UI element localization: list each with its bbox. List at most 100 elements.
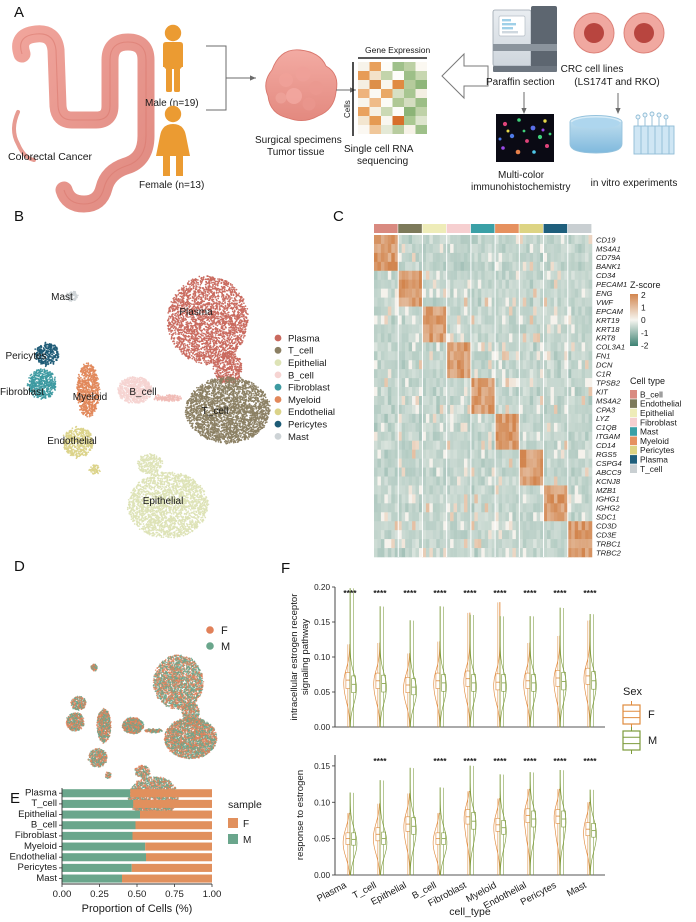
violin-t_cell-M	[379, 606, 387, 728]
legend-label-fibroblast: Fibroblast	[288, 383, 330, 394]
celltype-legend-swatch-mast	[630, 427, 637, 436]
bar-x-axis-label: Proportion of Cells (%)	[82, 903, 193, 915]
panel-a-label: A	[14, 4, 24, 21]
sex-violin-legend-key-F	[622, 701, 641, 728]
estrogen-pathway-violin-plots: 0.00 0.05 0.10 0.15 0.20 **** **** **** **** ****…	[289, 583, 657, 918]
celltype-legend-swatch-b_cell	[630, 390, 637, 399]
violin-epithelial-M	[409, 620, 417, 728]
umap-cluster-myeloid	[76, 362, 101, 418]
crc-cell-illustration	[573, 12, 665, 54]
umap-cluster-plasmatail	[212, 351, 243, 385]
bar-row[interactable]	[62, 789, 212, 798]
bar-row[interactable]	[62, 810, 212, 819]
gene-label-cspg4: CSPG4	[596, 459, 622, 468]
celltype-legend-label-plasma: Plasma	[640, 455, 668, 465]
sex-violin-legend-label-M: M	[648, 735, 657, 747]
male-icon	[163, 24, 183, 92]
umap-cluster-label-endothelial: Endothelial	[47, 436, 96, 447]
celltype-legend: Cell type B_cellEndothelialEpithelialFibr…	[630, 376, 682, 474]
bar-segment-f[interactable]	[145, 842, 212, 851]
bar-segment-m[interactable]	[62, 810, 140, 819]
scrna-label-1: Single cell RNA	[344, 144, 414, 155]
violin-pericytes-F	[553, 788, 561, 876]
bar-row[interactable]	[62, 799, 212, 808]
bar-category-label-b_cell: B_cell	[31, 819, 57, 830]
sex-violin-legend-key-M	[622, 727, 641, 754]
bar-xtick-4: 1.00	[203, 889, 222, 900]
bar-segment-m[interactable]	[62, 842, 146, 851]
bar-row[interactable]	[62, 842, 212, 851]
gene-label-cd14: CD14	[596, 441, 615, 450]
umap-cluster-label-epithelial: Epithelial	[143, 496, 184, 507]
violin-fibroblast-F	[463, 612, 471, 728]
celltype-legend-swatch-endothelial	[630, 399, 637, 408]
bar-row[interactable]	[62, 863, 212, 872]
legend-label-t_cell: T_cell	[288, 346, 313, 357]
bar-segment-m[interactable]	[62, 863, 132, 872]
violin-endothelial-F	[523, 788, 531, 876]
legend-dot-pericytes	[274, 420, 282, 428]
bar-row[interactable]	[62, 853, 212, 862]
significance-endothelial: ****	[523, 756, 537, 766]
column-group-myeloid	[495, 224, 519, 233]
sex-legend-label-m: M	[221, 641, 230, 653]
bar-segment-m[interactable]	[62, 874, 122, 883]
legend-dot-fibroblast	[274, 383, 282, 391]
zscore-legend-title: Z-score	[630, 280, 661, 290]
bar-row[interactable]	[62, 831, 213, 840]
gene-label-krt8: KRT8	[596, 334, 616, 343]
bar-segment-m[interactable]	[62, 831, 133, 840]
sequencer-illustration	[492, 6, 557, 72]
bar-segment-f[interactable]	[131, 863, 212, 872]
bar-row[interactable]	[62, 821, 213, 830]
sample-legend-label-f: F	[243, 819, 249, 830]
violin-ytick-0: 0.00	[314, 723, 330, 732]
bar-segment-m[interactable]	[62, 821, 136, 830]
bar-segment-f[interactable]	[140, 810, 212, 819]
bar-row[interactable]	[62, 874, 212, 883]
bar-segment-m[interactable]	[62, 853, 146, 862]
bar-segment-f[interactable]	[135, 821, 213, 830]
significance-b_cell: ****	[433, 756, 447, 766]
gene-label-cd19: CD19	[596, 235, 616, 244]
gene-label-fn1: FN1	[596, 352, 610, 361]
legend-label-plasma: Plasma	[288, 333, 320, 344]
bar-segment-f[interactable]	[133, 799, 212, 808]
column-group-epithelial	[422, 224, 447, 233]
violin-fibroblast-M	[469, 614, 477, 728]
celltype-legend-title: Cell type	[630, 376, 665, 386]
umap-cluster-label-b_cell: B_cell	[129, 387, 156, 398]
gene-label-vwf: VWF	[596, 298, 613, 307]
umap-cluster-epitop	[136, 452, 164, 475]
bar-segment-m[interactable]	[62, 799, 134, 808]
column-group-t_cell	[567, 224, 592, 233]
gene-label-lyz: LYZ	[596, 414, 610, 423]
umap-cluster-epithelial	[126, 471, 210, 539]
panel-f-label: F	[281, 560, 290, 577]
violin-b_cell-M	[439, 606, 447, 728]
mihc-label-2: immunohistochemistry	[471, 182, 570, 193]
bar-segment-f[interactable]	[132, 831, 213, 840]
significance-plasma: ****	[343, 588, 357, 598]
gene-label-krt19: KRT19	[596, 316, 620, 325]
bar-segment-f[interactable]	[130, 789, 212, 798]
panel-e-stacked-bar: Plasma T_cell Epithelial B_cell Fibroblast My…	[0, 760, 290, 922]
violin-ytick-3: 0.15	[314, 762, 330, 771]
gene-label-eng: ENG	[596, 289, 613, 298]
violin-pericytes-M	[559, 607, 567, 728]
scrna-label-2: sequencing	[357, 156, 408, 167]
bar-segment-m[interactable]	[62, 789, 131, 798]
significance-endothelial: ****	[523, 588, 537, 598]
gene-label-mzb1: MZB1	[596, 486, 616, 495]
legend-label-epithelial: Epithelial	[288, 358, 327, 369]
significance-mast: ****	[583, 588, 597, 598]
legend-dot-plasma	[274, 334, 282, 342]
violin-epithelial-M	[409, 767, 417, 876]
umap-cluster-label-myeloid: Myeloid	[73, 392, 107, 403]
violin-endothelial-M	[529, 772, 537, 876]
violin-x-axis-label: cell_type	[449, 906, 491, 918]
bar-segment-f[interactable]	[146, 853, 212, 862]
umap-cluster-plasma	[152, 654, 205, 711]
bar-segment-f[interactable]	[122, 874, 212, 883]
